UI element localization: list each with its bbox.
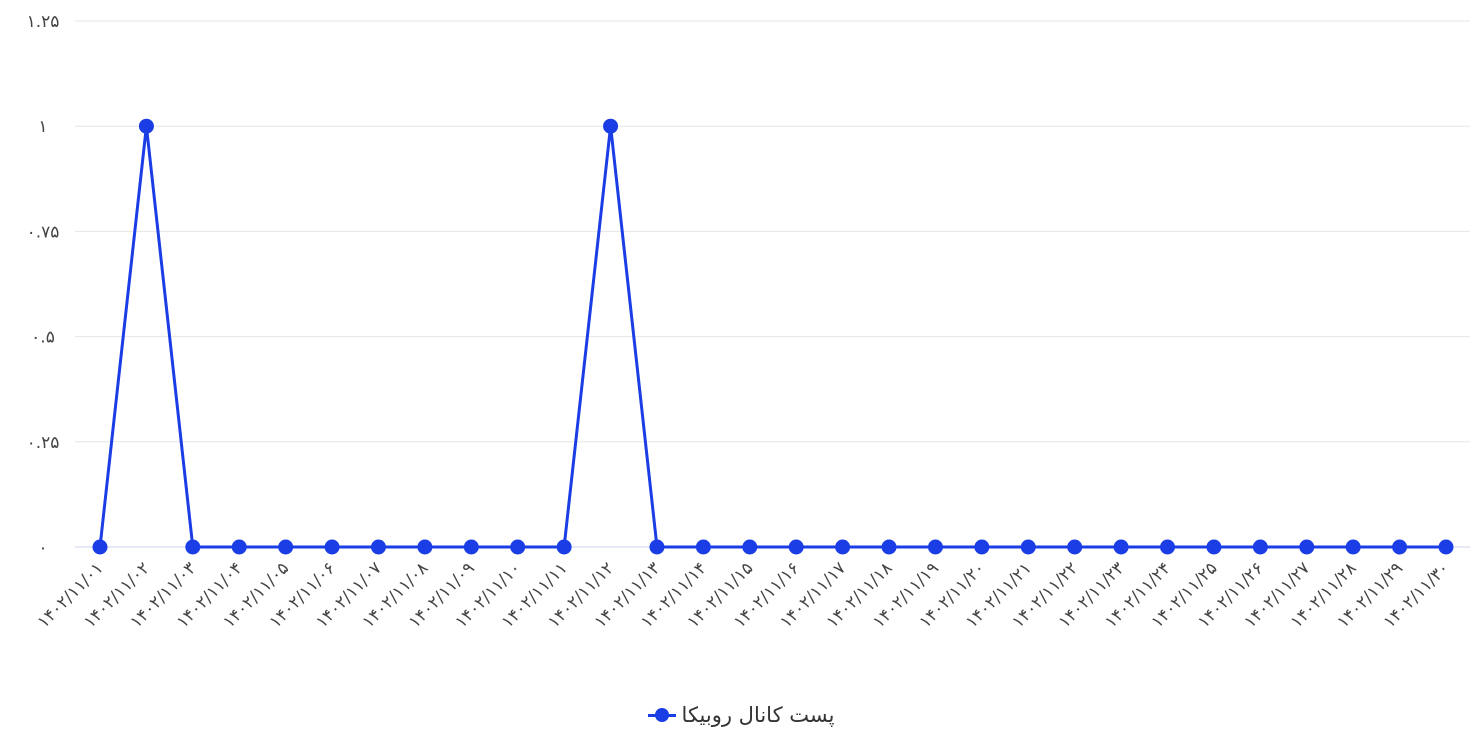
data-point <box>92 539 108 555</box>
data-point <box>1160 539 1176 555</box>
data-point <box>974 539 990 555</box>
data-point <box>417 539 433 555</box>
data-point <box>1020 539 1036 555</box>
data-point <box>835 539 851 555</box>
legend-item[interactable]: پست کانال روبیکا <box>647 703 835 727</box>
legend-swatch-icon <box>647 707 676 723</box>
data-point <box>927 539 943 555</box>
data-point <box>1299 539 1315 555</box>
x-axis: ۱۴۰۲/۱۱/۰۱۱۴۰۲/۱۱/۰۲۱۴۰۲/۱۱/۰۳۱۴۰۲/۱۱/۰۴… <box>34 558 1454 632</box>
data-point <box>649 539 665 555</box>
y-axis: ۰ ۰.۲۵ ۰.۵ ۰.۷۵ ۱ ۱.۲۵ <box>27 12 60 558</box>
data-point <box>278 539 294 555</box>
y-tick-label: ۰ <box>38 538 47 558</box>
legend-label: پست کانال روبیکا <box>681 703 835 727</box>
y-tick-label: ۰.۲۵ <box>27 433 60 453</box>
series-line-group <box>92 118 1454 555</box>
data-point <box>463 539 479 555</box>
data-point <box>1206 539 1222 555</box>
data-point <box>695 539 711 555</box>
data-point <box>1252 539 1268 555</box>
y-tick-label: ۰.۷۵ <box>27 222 60 242</box>
y-tick-label: ۱ <box>38 117 47 137</box>
data-point <box>742 539 758 555</box>
y-tick-label: ۰.۵ <box>31 328 55 348</box>
y-tick-label: ۱.۲۵ <box>27 12 60 32</box>
data-point <box>185 539 201 555</box>
grid-lines <box>75 20 1470 548</box>
data-point <box>1113 539 1129 555</box>
data-point <box>1438 539 1454 555</box>
data-point <box>510 539 526 555</box>
data-point <box>370 539 386 555</box>
data-point <box>1345 539 1361 555</box>
data-point <box>881 539 897 555</box>
legend[interactable]: پست کانال روبیکا <box>0 703 1482 727</box>
series-line <box>98 124 1446 549</box>
data-point <box>1392 539 1408 555</box>
data-point <box>138 118 154 134</box>
data-point <box>231 539 247 555</box>
data-point <box>1067 539 1083 555</box>
data-point <box>556 539 572 555</box>
data-point <box>324 539 340 555</box>
data-point <box>788 539 804 555</box>
data-point <box>603 118 619 134</box>
